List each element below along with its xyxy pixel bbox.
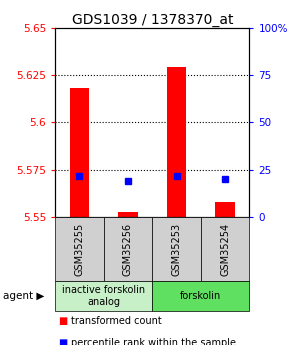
Text: forskolin: forskolin <box>180 291 222 301</box>
Text: inactive forskolin
analog: inactive forskolin analog <box>62 285 145 307</box>
Bar <box>167 68 186 217</box>
Text: GSM35254: GSM35254 <box>220 223 230 276</box>
Text: GSM35255: GSM35255 <box>75 223 84 276</box>
Text: agent ▶: agent ▶ <box>3 291 44 301</box>
Bar <box>70 88 89 217</box>
Title: GDS1039 / 1378370_at: GDS1039 / 1378370_at <box>72 12 233 27</box>
Text: percentile rank within the sample: percentile rank within the sample <box>71 338 236 345</box>
Text: transformed count: transformed count <box>71 316 162 326</box>
Text: ■: ■ <box>58 338 67 345</box>
Bar <box>215 202 235 217</box>
Text: ■: ■ <box>58 316 67 326</box>
Text: GSM35256: GSM35256 <box>123 223 133 276</box>
Text: GSM35253: GSM35253 <box>172 223 182 276</box>
Bar <box>118 212 138 217</box>
